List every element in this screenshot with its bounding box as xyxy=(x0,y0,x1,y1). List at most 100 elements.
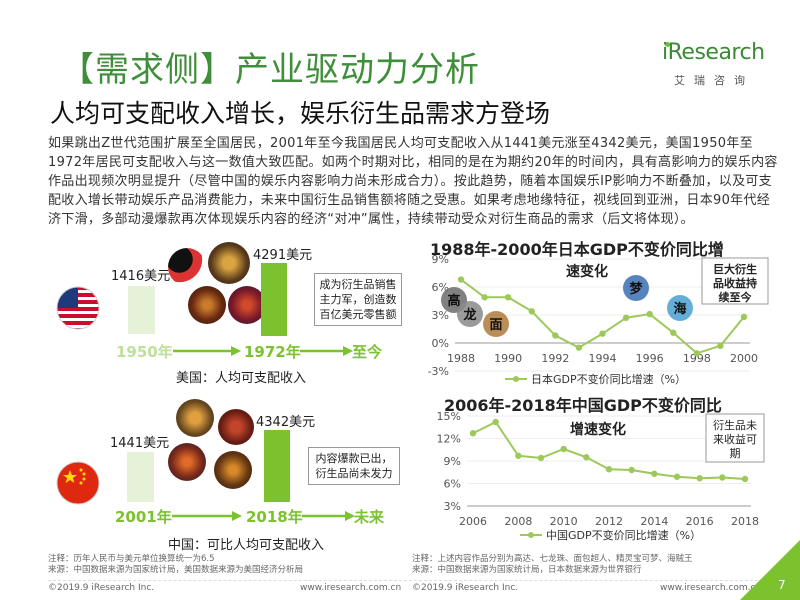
page-corner-decoration xyxy=(740,540,800,600)
wandering-earth-icon xyxy=(214,451,252,489)
china-growth-label: 增速变化 xyxy=(570,421,626,438)
data-point xyxy=(469,430,477,437)
page-number: 7 xyxy=(778,578,786,592)
x-tick-label: 1988 xyxy=(447,352,475,365)
cn-2018-year: 2018年 xyxy=(246,508,303,526)
us-flag-icon xyxy=(56,286,100,330)
data-point xyxy=(537,454,545,462)
cn-flag-icon xyxy=(56,461,100,505)
china-note-text: 来收益可 xyxy=(713,432,757,446)
x-tick-label: 2006 xyxy=(459,515,487,528)
movie-poster-icon-1 xyxy=(188,286,226,324)
data-point xyxy=(605,466,613,473)
data-point xyxy=(651,470,658,477)
data-point xyxy=(481,294,488,301)
x-tick-label: 2008 xyxy=(504,515,532,528)
cn-2001-bar xyxy=(127,452,154,502)
chart-legend: 中国GDP不变价同比增速（%） xyxy=(520,528,701,542)
china-note-text: 期 xyxy=(730,447,741,460)
footer-copyright-right: ©2019.9 iResearch Inc. xyxy=(412,583,519,593)
intro-paragraph: 如果跳出Z世代范围扩展至全国居民，2001年至今我国居民人均可支配收入从1441… xyxy=(48,136,778,227)
legend-label: 日本GDP不变价同比增速（%） xyxy=(531,372,686,386)
mickey-icon xyxy=(168,248,206,286)
legend-marker xyxy=(528,532,534,538)
data-point xyxy=(560,445,567,453)
cn-2018-value: 4342美元 xyxy=(256,415,316,430)
y-tick-label: -3% xyxy=(428,365,449,378)
legend-marker xyxy=(513,376,519,382)
y-tick-label: 9% xyxy=(444,455,461,468)
note-box-border xyxy=(705,413,765,463)
data-point xyxy=(719,474,726,481)
monkey-king-icon xyxy=(176,399,214,437)
japan-note-text: 巨大衍生 xyxy=(713,262,757,276)
x-tick-label: 2010 xyxy=(550,515,578,528)
japan-gdp-chart: 9% 6% 3% 0% -3%1988 1990 1992 1994 1996 1998 2000 日… xyxy=(428,253,769,386)
data-point xyxy=(740,313,748,321)
data-point xyxy=(628,466,635,474)
anime-thumb-label: 面 xyxy=(489,318,502,333)
intro-text: 如果跳出Z世代范围扩展至全国居民，2001年至今我国居民人均可支配收入从1441… xyxy=(48,134,778,229)
wolf-warrior-icon xyxy=(218,409,254,445)
us-income-panel: 1416美元 4291美元 成为衍生品销售主力军，创造数百亿美元零售额 1950… xyxy=(48,240,402,390)
cn-note-box: 内容爆款已出，衍生品尚未发力 xyxy=(308,447,400,485)
japan-note-text: 续至今 xyxy=(719,290,753,304)
us-now-year: 至今 xyxy=(352,343,383,361)
y-tick-label: 6% xyxy=(444,478,461,491)
data-point xyxy=(717,342,724,349)
right-note: 注释：上述内容作品分别为高达、七龙珠、面包超人、精灵宝可梦、海贼王 xyxy=(412,554,693,564)
y-tick-label: 0% xyxy=(432,337,449,350)
us-1950-bar xyxy=(128,286,155,334)
us-1972-value: 4291美元 xyxy=(253,248,313,263)
japan-growth-label: 速变化 xyxy=(566,263,608,280)
data-point xyxy=(673,473,681,480)
us-1972-year: 1972年 xyxy=(244,343,301,361)
anime-poster-icon xyxy=(457,301,483,327)
left-note: 注释：历年人民币与美元单位换算统一为6.5 xyxy=(48,554,215,564)
data-point xyxy=(583,454,590,461)
note-box-border xyxy=(701,257,769,305)
us-timeline-arrow-2 xyxy=(300,346,353,356)
data-point xyxy=(741,475,749,483)
data-point xyxy=(457,276,465,283)
data-point xyxy=(696,475,703,482)
data-point xyxy=(515,452,522,459)
y-tick-label: 3% xyxy=(444,500,461,513)
japan-chart-title: 1988年-2000年日本GDP不变价同比增 xyxy=(430,240,724,259)
footer-copyright-left: ©2019.9 iResearch Inc. xyxy=(48,583,155,593)
chart-legend: 日本GDP不变价同比增速（%） xyxy=(505,372,686,386)
x-tick-label: 2016 xyxy=(686,515,714,528)
page-title: 【需求侧】产业驱动力分析 xyxy=(60,50,480,90)
anime-poster-icon xyxy=(483,311,509,337)
japan-note-text: 品收益持 xyxy=(713,276,757,290)
cn-future-year: 未来 xyxy=(354,508,385,526)
movie-poster-icon-2 xyxy=(228,286,266,324)
logo-text: iResearch xyxy=(662,40,765,65)
data-point xyxy=(693,350,701,357)
cn-timeline-arrow-1 xyxy=(172,511,242,521)
cn-timeline-arrow-2 xyxy=(302,511,355,521)
y-tick-label: 9% xyxy=(432,253,449,266)
china-chart-title: 2006年-2018年中国GDP不变价同比 xyxy=(444,396,722,415)
x-tick-label: 1996 xyxy=(636,352,664,365)
data-point xyxy=(646,310,653,318)
cn-2001-value: 1441美元 xyxy=(110,436,170,451)
anime-thumb-label: 梦 xyxy=(629,281,643,297)
data-point xyxy=(492,418,499,426)
logo-subtext: 艾瑞咨询 xyxy=(674,74,754,87)
us-1950-value: 1416美元 xyxy=(111,269,171,284)
x-tick-label: 2012 xyxy=(595,515,623,528)
y-tick-label: 3% xyxy=(432,309,449,322)
x-tick-label: 1990 xyxy=(494,352,522,365)
x-tick-label: 2014 xyxy=(640,515,668,528)
y-tick-label: 6% xyxy=(432,281,449,294)
data-point xyxy=(504,294,512,301)
x-tick-label: 2018 xyxy=(731,515,759,528)
data-point xyxy=(552,332,559,339)
footer-divider xyxy=(48,580,758,581)
x-tick-label: 1994 xyxy=(589,352,617,365)
footer-url-left: www.iresearch.com.cn xyxy=(300,583,402,593)
page-subtitle: 人均可支配收入增长，娱乐衍生品需求方登场 xyxy=(50,99,551,128)
us-note-box: 成为衍生品销售主力军，创造数百亿美元零售额 xyxy=(314,273,402,326)
anime-poster-icon xyxy=(623,275,649,301)
